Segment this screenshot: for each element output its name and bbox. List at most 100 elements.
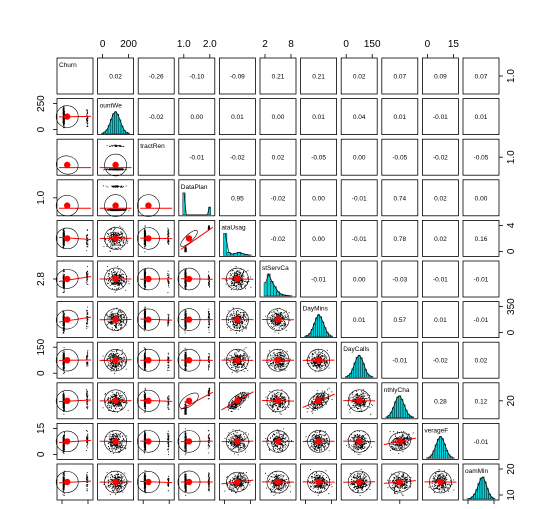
correlation-value: 0.00 [475,195,488,202]
correlation-value: -0.02 [433,358,448,365]
correlation-ellipse [104,153,127,177]
panel-frame [178,463,216,501]
centroid-point [112,235,119,242]
panel-1-3: 0.00 [178,98,216,135]
correlation-ellipse [55,195,79,217]
panel-frame [178,98,216,135]
panel-8-5 [259,382,297,420]
correlation-ellipse [177,348,201,372]
panel-frame [137,260,175,298]
panel-frame [462,219,500,257]
correlation-value: 0.78 [393,236,406,243]
histogram-bar [317,314,320,337]
bottom-axis-8: 20 [399,500,401,504]
panel-6-7: 0.01 [340,301,378,339]
panel-frame [178,422,216,460]
centroid-point [185,397,193,404]
centroid-point [145,478,152,486]
panel-10-3 [177,463,216,501]
panel-6-5 [259,301,297,339]
histogram-bar [355,357,359,378]
panel-frame [340,382,378,420]
density-line [265,273,291,297]
panel-frame [218,382,256,420]
panel-frame [56,422,94,460]
tick-label: 0 [36,451,47,457]
centroid-point [145,316,152,323]
panel-frame [259,382,297,420]
correlation-ellipse [177,470,201,494]
panel-6-4 [218,301,256,339]
correlation-value: -0.01 [433,114,448,121]
panel-frame [178,179,216,217]
panel-7-4 [218,341,256,379]
panel-9-4 [218,422,256,460]
panel-frame [56,219,94,257]
correlation-ellipse [55,309,79,330]
panel-frame [421,422,459,460]
correlation-ellipse [307,470,330,494]
panel-5-7: 0.00 [340,260,378,298]
panel-8-7 [340,382,378,420]
panel-frame [462,260,500,298]
panel-frame [218,98,256,135]
correlation-ellipse [180,230,198,247]
panel-5-4 [218,260,256,298]
panel-4-1 [97,219,134,257]
variable-label: oamMin [465,468,489,475]
variable-label: DayCalls [343,346,370,353]
panel-8-2 [137,382,175,420]
panel-frame [340,341,378,379]
histogram-bar [357,355,361,378]
panel-1-8: 0.01 [381,98,419,135]
panel-9-3 [177,422,216,460]
tick-label: 150 [36,338,47,355]
panel-3-6: 0.00 [300,179,338,217]
correlation-ellipse [347,470,371,494]
panel-9-10: -0.01 [462,422,500,460]
panel-4-6: 0.00 [300,219,338,257]
right-axis-8: 20 [499,395,517,406]
panel-10-5 [259,463,297,501]
tick-label: 20 [506,463,517,475]
smooth-line [58,276,92,282]
panel-frame [381,57,419,95]
correlation-ellipse [226,348,249,372]
panel-frame [178,260,216,298]
panel-6-9: 0.01 [421,301,459,339]
histogram-bar [452,457,455,459]
centroid-point [315,357,322,364]
correlation-value: -0.01 [474,277,489,284]
correlation-value: 0.02 [434,195,447,202]
panel-frame [137,138,175,176]
centroid-point [112,275,119,283]
centroid-point [145,202,152,209]
panel-frame [56,179,94,217]
tick-label: 0 [100,39,106,50]
centroid-point [234,357,241,364]
panel-4-10: 0.16 [462,219,500,257]
panel-frame [381,219,419,257]
correlation-ellipse [226,308,249,331]
histogram-bar [411,416,414,419]
tick-label: 0 [506,329,517,335]
scatter-points [306,387,333,414]
panel-frame [340,301,378,339]
panel-0-7: 0.02 [340,57,378,95]
tick-label: 8 [288,39,294,50]
panel-frame [97,138,134,176]
centroid-point [145,397,152,404]
panel-6-8: 0.57 [381,301,419,339]
panel-frame [137,341,175,379]
correlation-ellipse [347,389,371,413]
panel-frame [259,341,297,379]
tick-label: 200 [120,39,137,50]
centroid-point [185,275,193,283]
panel-frame [137,463,175,501]
correlation-ellipse [177,308,201,331]
bottom-axis-10: 515 [467,500,495,504]
density-line [468,476,495,500]
panel-frame [421,98,459,135]
panel-frame [97,301,134,339]
panel-9-8 [381,422,419,460]
